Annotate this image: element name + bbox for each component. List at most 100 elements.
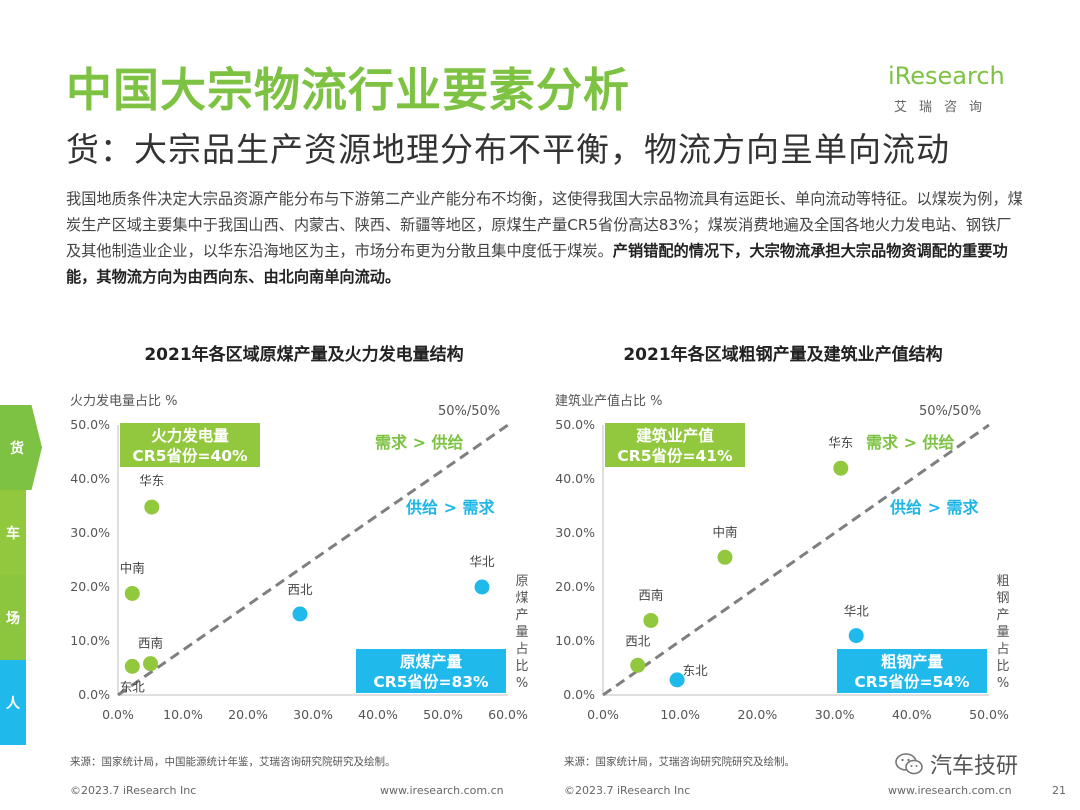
- point-label: 华东: [139, 473, 164, 488]
- watermark-text: 汽车技研: [930, 754, 1019, 779]
- point-label: 华东: [828, 435, 853, 450]
- y-tick-label: 40.0%: [70, 471, 110, 486]
- point-label: 中南: [712, 524, 737, 539]
- intro-bold-text: 产销错配的情况下，大宗物流承担大宗品物资调配的重要功能，其物流方向为由西向东、由…: [66, 242, 1008, 286]
- side-tab-goods[interactable]: 货: [0, 405, 42, 490]
- side-tab-label: 人: [6, 695, 20, 712]
- wechat-icon: [895, 753, 923, 775]
- point-label: 东北: [683, 663, 709, 678]
- scatter-point: [717, 549, 733, 565]
- demand-gt-supply-label: 需求 > 供给: [866, 433, 955, 452]
- y-tick-label: 10.0%: [555, 633, 595, 648]
- y-tick-label: 20.0%: [70, 579, 110, 594]
- scatter-point: [143, 656, 158, 672]
- x-tick-label: 10.0%: [163, 707, 203, 722]
- side-nav: 货 车 场 人: [0, 405, 48, 745]
- x-axis-label-char: 量: [996, 625, 1009, 640]
- x-tick-label: 50.0%: [423, 707, 463, 722]
- y-tick-label: 0.0%: [78, 687, 110, 702]
- side-tab-label: 货: [10, 440, 24, 457]
- iresearch-logo: iResearch 艾瑞咨询: [888, 62, 1028, 124]
- steel-construction-chart: 2021年各区域粗钢产量及建筑业产值结构建筑业产值占比 % 0.0% 10.0% 20…: [536, 335, 1046, 735]
- x-tick-label: 40.0%: [892, 707, 932, 722]
- scatter-point: [474, 579, 490, 595]
- supply-box-value: CR5省份=54%: [854, 672, 970, 691]
- scatter-point: [848, 628, 864, 644]
- side-tab-people[interactable]: 人: [0, 660, 26, 745]
- supply-box-value: CR5省份=83%: [373, 672, 489, 691]
- intro-text: 我国地质条件决定大宗品资源产能分布与下游第二产业产能分布不均衡，这使得我国大宗品…: [66, 190, 1023, 260]
- x-tick-label: 10.0%: [660, 707, 700, 722]
- x-axis-label-char: 量: [515, 625, 528, 640]
- side-tab-label: 车: [6, 525, 20, 542]
- side-tab-venue[interactable]: 场: [0, 575, 26, 660]
- demand-cr5-box: [605, 423, 745, 467]
- diagonal-label: 50%/50%: [919, 404, 981, 419]
- demand-box-value: CR5省份=41%: [617, 446, 733, 465]
- y-tick-label: 0.0%: [563, 687, 595, 702]
- scatter-point: [833, 460, 849, 476]
- point-label: 华北: [844, 604, 870, 619]
- y-tick-label: 50.0%: [555, 417, 595, 432]
- x-tick-label: 50.0%: [969, 707, 1009, 722]
- y-tick-label: 30.0%: [555, 525, 595, 540]
- point-label: 西南: [138, 636, 163, 651]
- point-label: 西北: [625, 633, 651, 648]
- x-tick-label: 40.0%: [358, 707, 398, 722]
- page-subtitle: 货：大宗品生产资源地理分布不平衡，物流方向呈单向流动: [66, 130, 950, 169]
- diagonal-label: 50%/50%: [438, 404, 500, 419]
- demand-box-value: CR5省份=40%: [132, 446, 248, 465]
- logo-text: iResearch: [888, 62, 1005, 90]
- footer-url-right: www.iresearch.com.cn: [888, 784, 1012, 797]
- x-axis-label-char: 钢: [996, 591, 1009, 606]
- supply-box-title: 粗钢产量: [881, 652, 944, 671]
- x-axis-label-char: 比: [515, 659, 528, 674]
- x-axis-label-char: 产: [996, 608, 1009, 623]
- demand-box-title: 建筑业产值: [636, 426, 714, 445]
- x-axis-label-char: 占: [996, 642, 1009, 657]
- chart-title: 2021年各区域粗钢产量及建筑业产值结构: [623, 344, 942, 365]
- x-tick-label: 0.0%: [102, 707, 134, 722]
- source-note-left: 来源：国家统计局，中国能源统计年鉴，艾瑞咨询研究院研究及绘制。: [70, 756, 396, 768]
- x-axis-label-char: 产: [515, 608, 528, 623]
- side-tab-label: 场: [6, 610, 20, 627]
- logo-subtext: 艾瑞咨询: [894, 100, 995, 115]
- supply-gt-demand-label: 供给 > 需求: [405, 498, 496, 517]
- point-label: 中南: [120, 560, 145, 575]
- scatter-point: [124, 585, 140, 601]
- watermark: 汽车技研: [894, 748, 1018, 780]
- point-label: 华北: [469, 554, 495, 569]
- y-tick-label: 20.0%: [555, 579, 595, 594]
- scatter-point: [669, 672, 685, 688]
- side-tab-vehicle[interactable]: 车: [0, 490, 26, 575]
- footer-copyright-right: ©2023.7 iResearch Inc: [564, 784, 691, 797]
- point-label: 西南: [638, 587, 663, 602]
- y-tick-label: 40.0%: [555, 471, 595, 486]
- scatter-point: [643, 612, 659, 628]
- x-axis-label-char: 粗: [996, 574, 1009, 589]
- supply-cr5-box: [356, 649, 506, 693]
- demand-box-title: 火力发电量: [151, 426, 229, 445]
- y-tick-label: 10.0%: [70, 633, 110, 648]
- point-label: 东北: [120, 679, 146, 694]
- y-axis-label: 建筑业产值占比 %: [555, 393, 663, 409]
- demand-cr5-box: [120, 423, 260, 467]
- footer-url-left: www.iresearch.com.cn: [380, 784, 504, 797]
- x-tick-label: 30.0%: [293, 707, 333, 722]
- x-tick-label: 0.0%: [587, 707, 619, 722]
- footer-copyright-left: ©2023.7 iResearch Inc: [70, 784, 197, 797]
- scatter-point: [124, 658, 140, 674]
- x-tick-label: 20.0%: [738, 707, 778, 722]
- x-tick-label: 60.0%: [488, 707, 528, 722]
- supply-box-title: 原煤产量: [400, 652, 463, 671]
- x-tick-label: 20.0%: [228, 707, 268, 722]
- point-label: 西北: [287, 582, 313, 597]
- page-number: 21: [1052, 784, 1066, 797]
- x-axis-label-char: 比: [996, 659, 1009, 674]
- x-tick-label: 30.0%: [815, 707, 855, 722]
- diagonal-50-50-line: [602, 423, 990, 697]
- x-axis-label-char: 煤: [515, 591, 528, 606]
- intro-paragraph: 我国地质条件决定大宗品资源产能分布与下游第二产业产能分布不均衡，这使得我国大宗品…: [66, 186, 1026, 290]
